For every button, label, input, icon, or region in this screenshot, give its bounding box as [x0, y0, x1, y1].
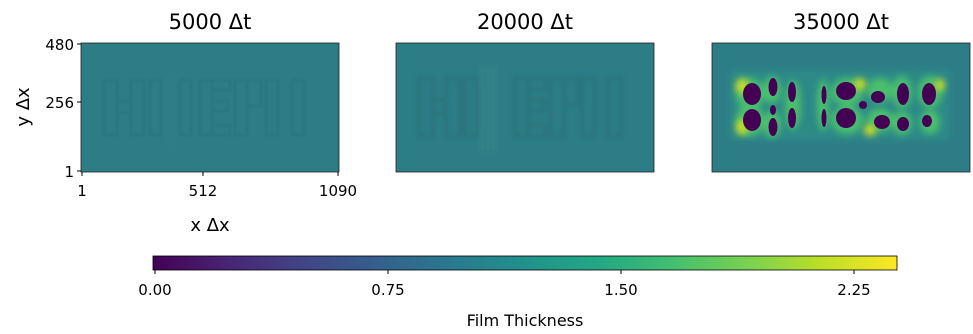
x-axis — [81, 172, 339, 176]
panel-1-letter-ghosts — [102, 70, 306, 148]
x-tick-label: 1 — [77, 182, 87, 200]
heatmap-panel-2 — [395, 42, 655, 173]
y-tick-label: 480 — [45, 36, 74, 54]
colorbar-tick-label: 0.00 — [138, 281, 171, 299]
x-tick-label: 512 — [189, 182, 218, 200]
panel-title-1: 5000 Δt — [169, 10, 252, 34]
panel-3-droplets — [730, 70, 950, 140]
panel-2-letter-ghosts — [417, 66, 623, 152]
colorbar — [152, 255, 898, 274]
x-axis-label: x Δx — [190, 215, 230, 236]
x-tick-label: 1090 — [319, 182, 357, 200]
y-tick-label: 1 — [64, 163, 74, 181]
y-axis — [77, 43, 81, 172]
panel-title-3: 35000 Δt — [793, 10, 889, 34]
panel-1-background — [80, 42, 340, 173]
heatmap-panel-3 — [711, 42, 971, 173]
colorbar-tick-label: 1.50 — [604, 281, 637, 299]
colorbar-tick-label: 0.75 — [371, 281, 404, 299]
y-axis-label: y Δx — [13, 87, 34, 127]
colorbar-tick-label: 2.25 — [837, 281, 870, 299]
y-tick-label: 256 — [45, 94, 74, 112]
colorbar-gradient — [152, 255, 898, 271]
heatmap-panel-1 — [80, 42, 340, 173]
panel-2-background — [395, 42, 655, 173]
panel-title-2: 20000 Δt — [477, 10, 573, 34]
colorbar-label: Film Thickness — [467, 311, 584, 330]
